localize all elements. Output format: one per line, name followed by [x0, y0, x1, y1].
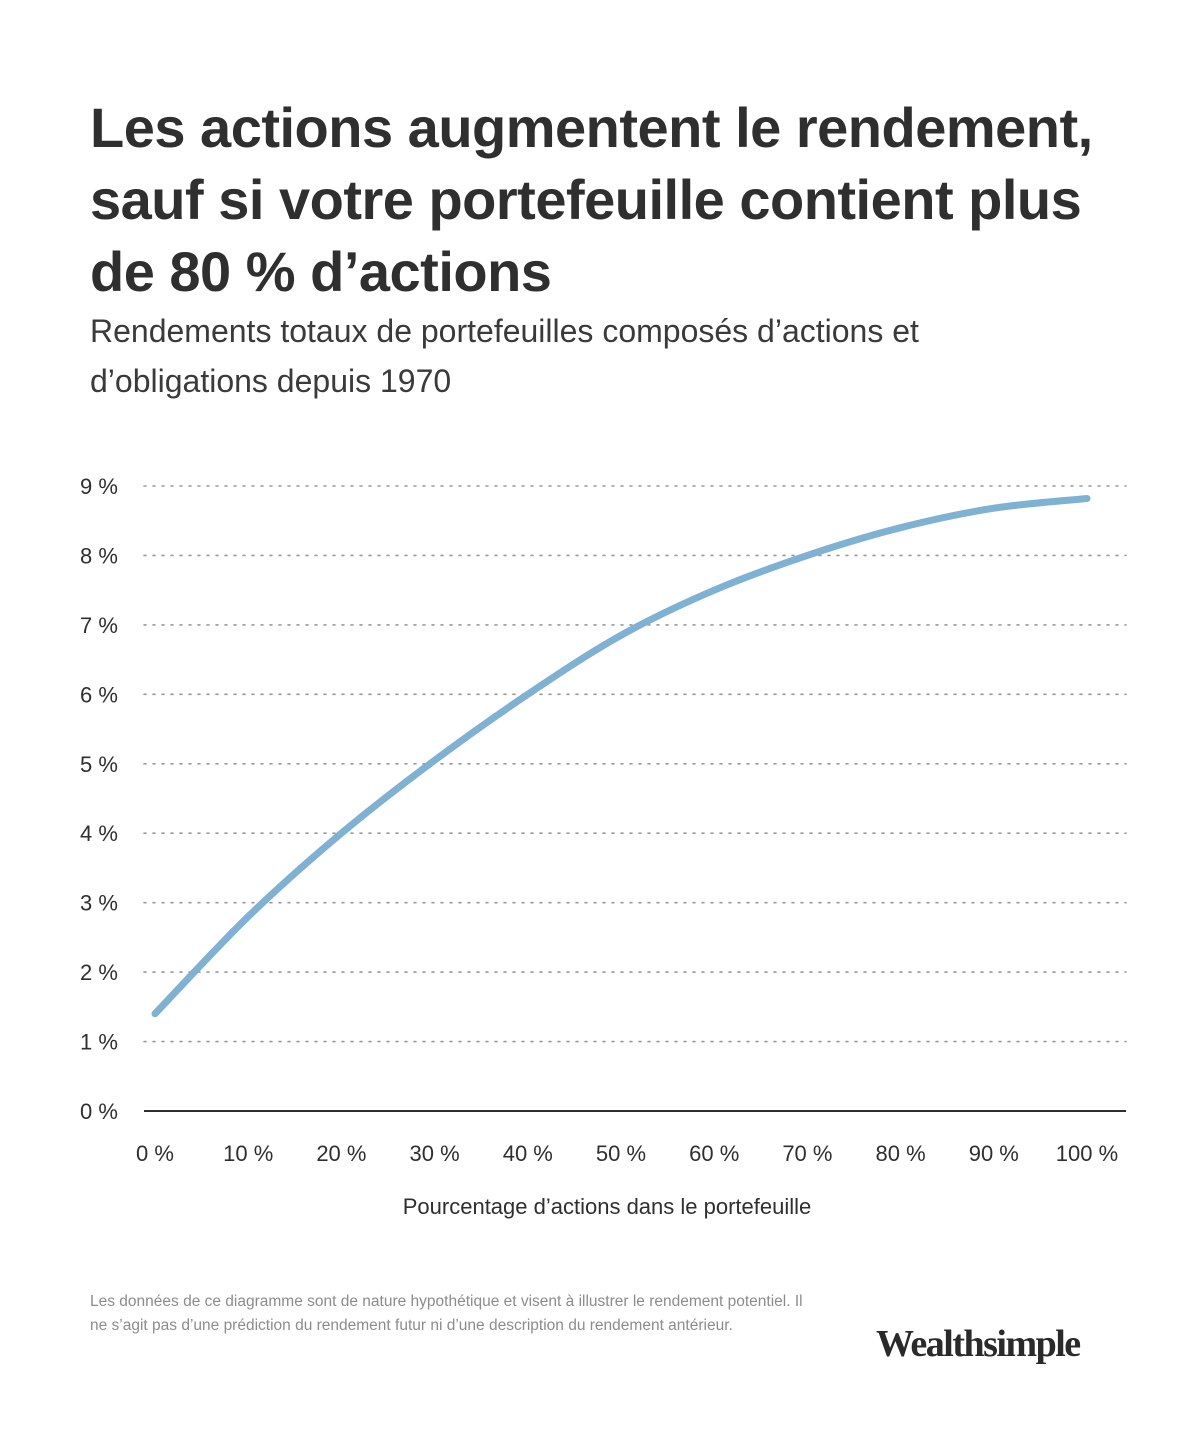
y-tick-label-0: 0 % — [80, 1099, 118, 1124]
x-tick-label-80: 80 % — [876, 1141, 926, 1166]
y-tick-label-3: 3 % — [80, 891, 118, 916]
x-tick-label-70: 70 % — [782, 1141, 832, 1166]
y-tick-label-5: 5 % — [80, 752, 118, 777]
chart-subtitle: Rendements totaux de portefeuilles compo… — [90, 313, 919, 399]
x-tick-label-40: 40 % — [503, 1141, 553, 1166]
disclaimer-footnote: Les données de ce diagramme sont de natu… — [90, 1293, 803, 1334]
x-tick-label-0: 0 % — [136, 1141, 174, 1166]
x-axis-label: Pourcentage d’actions dans le portefeuil… — [403, 1194, 812, 1219]
series-line-0 — [151, 495, 1091, 1018]
x-tick-label-20: 20 % — [316, 1141, 366, 1166]
x-tick-label-50: 50 % — [596, 1141, 646, 1166]
line-chart: 0 % 1 % 2 % 3 % 4 % 5 % 6 % 7 % 8 % 9 % 0 % 10 % 20 … — [80, 474, 1127, 1219]
y-tick-label-8: 8 % — [80, 543, 118, 568]
chart-title: Les actions augmentent le rendement, sau… — [90, 96, 1093, 303]
x-tick-label-30: 30 % — [410, 1141, 460, 1166]
x-tick-label-90: 90 % — [969, 1141, 1019, 1166]
y-tick-label-4: 4 % — [80, 821, 118, 846]
x-tick-label-60: 60 % — [689, 1141, 739, 1166]
y-tick-label-9: 9 % — [80, 474, 118, 499]
x-tick-label-10: 10 % — [223, 1141, 273, 1166]
y-tick-label-7: 7 % — [80, 613, 118, 638]
y-tick-label-1: 1 % — [80, 1030, 118, 1055]
wealthsimple-logo: Wealthsimple — [876, 1323, 1081, 1365]
x-tick-label-100: 100 % — [1056, 1141, 1118, 1166]
y-tick-label-6: 6 % — [80, 682, 118, 707]
y-tick-label-2: 2 % — [80, 960, 118, 985]
